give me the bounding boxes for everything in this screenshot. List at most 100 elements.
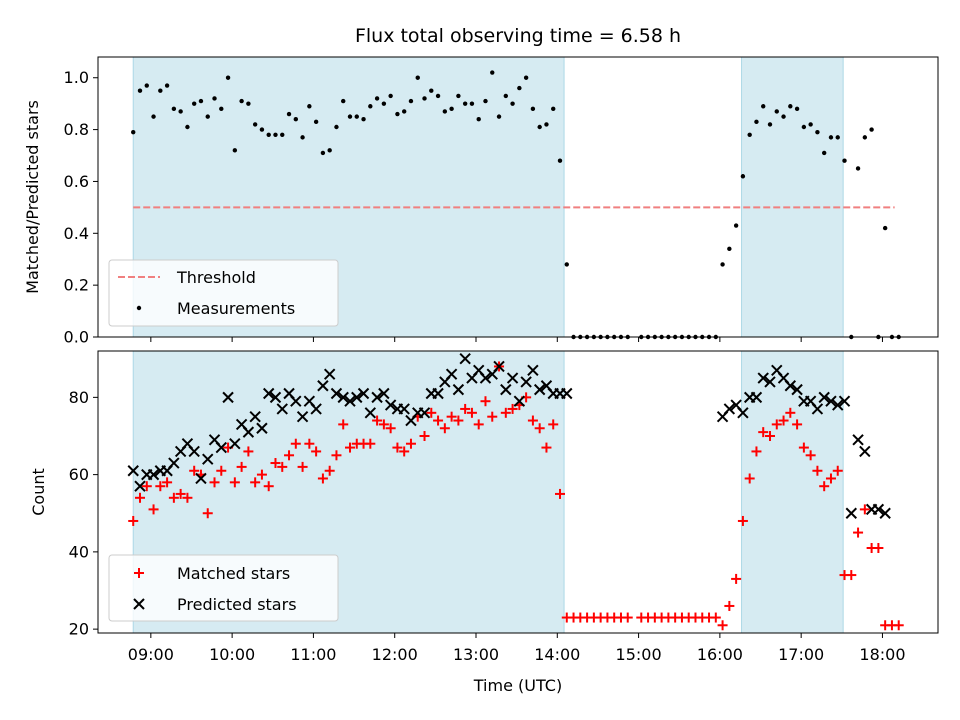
count-y-ticks: 20 40 60 80 bbox=[69, 388, 98, 639]
measurement-point bbox=[395, 111, 400, 117]
ratio-legend: Threshold Measurements bbox=[108, 259, 339, 327]
legend-measurements-label: Measurements bbox=[177, 299, 295, 318]
matched-star-marker bbox=[311, 446, 322, 457]
predicted-star-marker bbox=[825, 395, 837, 407]
predicted-star-marker bbox=[378, 387, 390, 400]
matched-star-marker bbox=[243, 446, 254, 457]
measurement-point bbox=[774, 109, 779, 114]
matched-star-marker bbox=[385, 423, 396, 434]
y-tick-label: 60 bbox=[69, 465, 89, 484]
predicted-star-marker bbox=[506, 372, 519, 384]
predicted-star-marker bbox=[764, 376, 776, 388]
x-tick-label: 13:00 bbox=[453, 645, 499, 664]
measurement-point bbox=[551, 106, 556, 112]
measurement-point bbox=[205, 114, 210, 119]
measurement-point bbox=[178, 109, 183, 114]
measurement-point bbox=[368, 104, 373, 109]
matched-star-marker bbox=[317, 473, 328, 484]
measurement-point bbox=[347, 114, 353, 119]
matched-star-marker bbox=[277, 461, 288, 472]
measurement-point bbox=[334, 124, 339, 130]
matched-star-marker bbox=[873, 543, 884, 554]
matched-star-marker bbox=[128, 515, 139, 526]
x-tick-label: 14:00 bbox=[534, 645, 580, 664]
predicted-star-marker bbox=[500, 383, 512, 396]
predicted-star-marker bbox=[561, 387, 573, 400]
measurement-point bbox=[557, 158, 563, 163]
predicted-star-marker bbox=[398, 403, 410, 415]
predicted-star-marker bbox=[168, 457, 180, 469]
matched-star-marker bbox=[758, 427, 769, 438]
measurement-point bbox=[435, 93, 441, 99]
measurement-point bbox=[422, 96, 427, 101]
predicted-star-marker bbox=[879, 507, 891, 519]
matched-star-marker bbox=[324, 465, 335, 476]
measurement-point bbox=[361, 117, 366, 122]
predicted-star-marker bbox=[364, 407, 377, 419]
ratio-panel: 0.0 0.2 0.4 0.6 0.8 1.0 Flux total observing … bbox=[23, 25, 939, 347]
predicted-star-marker bbox=[371, 391, 383, 404]
matched-star-marker bbox=[365, 438, 376, 449]
measurement-point bbox=[273, 132, 278, 137]
measurement-point bbox=[727, 246, 732, 252]
matched-star-marker bbox=[819, 481, 830, 492]
legend-cross-marker bbox=[133, 598, 145, 610]
legend-matched-swatch bbox=[134, 568, 144, 578]
x-tick-label: 15:00 bbox=[616, 645, 662, 664]
measurement-point bbox=[801, 124, 807, 130]
x-tick-label: 12:00 bbox=[372, 645, 418, 664]
predicted-star-marker bbox=[791, 383, 803, 396]
measurement-point bbox=[842, 158, 847, 163]
matched-star-marker bbox=[399, 446, 410, 457]
measurement-point bbox=[307, 104, 312, 109]
matched-star-marker bbox=[744, 473, 755, 484]
measurement-point bbox=[388, 93, 393, 99]
predicted-star-marker bbox=[757, 372, 769, 384]
matched-star-marker bbox=[527, 415, 538, 426]
measurement-point bbox=[266, 132, 271, 137]
matched-star-marker bbox=[297, 461, 308, 472]
y-tick-label: 80 bbox=[69, 388, 89, 407]
matched-star-marker bbox=[751, 446, 762, 457]
measurement-point bbox=[313, 119, 319, 125]
measurement-point bbox=[280, 132, 285, 137]
legend-plus-marker bbox=[134, 568, 144, 578]
measurement-point bbox=[767, 122, 773, 127]
matched-star-marker bbox=[859, 504, 870, 515]
predicted-star-marker bbox=[249, 410, 261, 423]
matched-star-marker bbox=[812, 465, 823, 476]
predicted-star-marker bbox=[195, 472, 207, 485]
predicted-star-marker bbox=[242, 426, 255, 438]
measurement-point bbox=[855, 166, 861, 171]
matched-star-marker bbox=[555, 488, 565, 499]
matched-star-marker bbox=[534, 423, 545, 434]
matched-star-marker bbox=[487, 411, 498, 422]
x-tick-label: 16:00 bbox=[697, 645, 743, 664]
measurement-point bbox=[354, 114, 359, 119]
matched-star-marker bbox=[805, 450, 816, 461]
matched-star-marker bbox=[473, 419, 484, 430]
matched-star-marker bbox=[216, 465, 227, 476]
predicted-star-marker bbox=[134, 480, 146, 492]
matched-star-marker bbox=[453, 415, 464, 426]
matched-star-marker bbox=[853, 527, 864, 538]
time-x-ticks: 09:00 10:00 11:00 12:00 13:00 14:00 15:00 16:00… bbox=[128, 633, 906, 664]
x-tick-label: 09:00 bbox=[128, 645, 174, 664]
matched-star-markers bbox=[128, 361, 904, 631]
matched-star-marker bbox=[284, 450, 295, 461]
measurement-point bbox=[191, 101, 197, 106]
measurement-point bbox=[320, 150, 326, 156]
legend-measurements-swatch bbox=[136, 305, 142, 311]
predicted-star-marker bbox=[215, 441, 227, 454]
time-x-axis-label: Time (UTC) bbox=[473, 676, 562, 695]
measurement-point bbox=[469, 101, 475, 106]
measurement-point bbox=[341, 98, 346, 104]
y-tick-label: 40 bbox=[69, 542, 89, 561]
predicted-star-marker bbox=[811, 403, 824, 415]
matched-star-marker bbox=[765, 430, 775, 441]
measurement-point bbox=[747, 132, 752, 137]
matched-star-marker bbox=[731, 573, 742, 584]
legend-matched-label: Matched stars bbox=[177, 564, 290, 583]
measurement-point bbox=[219, 106, 224, 112]
predicted-star-marker bbox=[723, 403, 736, 415]
